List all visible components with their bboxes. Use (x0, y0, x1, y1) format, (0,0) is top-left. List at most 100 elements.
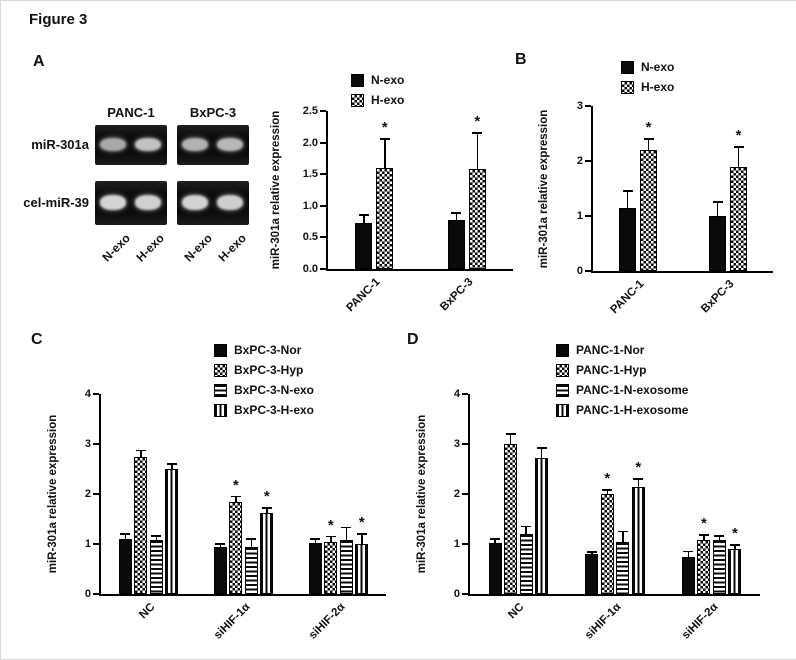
vstripe-pattern-swatch (556, 403, 569, 417)
error-bar-line (687, 551, 690, 557)
legend-label: H-exo (641, 80, 675, 94)
significance-asterisk: * (731, 525, 738, 542)
legend: N-exo H-exo (351, 73, 404, 107)
significance-asterisk: * (700, 515, 707, 532)
y-tick-label: 2 (576, 155, 583, 167)
error-bar-line (455, 213, 457, 220)
gel-row-label: cel-miR-39 (23, 195, 89, 210)
significance-asterisk: * (263, 488, 270, 505)
error-bar-cap (729, 544, 740, 546)
legend-label: BxPC-3-Hyp (234, 363, 304, 377)
y-tick-mark (462, 593, 468, 595)
error-bar-line (250, 539, 252, 547)
error-bar-cap (358, 214, 369, 216)
panel-label-b: B (515, 51, 527, 68)
error-bar-line (330, 536, 332, 542)
solid-pattern-swatch (556, 343, 569, 357)
error-bar-line (363, 215, 365, 224)
gel-image (95, 125, 167, 165)
error-bar-cap (536, 447, 547, 449)
y-tick-mark (462, 543, 468, 545)
bar (355, 544, 369, 594)
checker-pattern-swatch (214, 363, 227, 377)
bar (600, 494, 614, 594)
legend-label: N-exo (371, 73, 405, 87)
bar (535, 458, 549, 594)
figure-title: Figure 3 (29, 11, 88, 28)
y-tick-mark (320, 141, 326, 144)
y-tick-mark (320, 268, 326, 270)
error-bar-cap (166, 463, 177, 465)
checker-pattern-swatch (556, 363, 569, 377)
error-bar-cap (505, 433, 516, 435)
y-tick-label: 4 (84, 388, 91, 400)
error-bar-cap (356, 533, 367, 535)
y-tick-label: 1 (84, 538, 91, 550)
legend-item: H-exo (621, 80, 674, 94)
y-tick-label: 0 (453, 588, 460, 600)
gel-band (182, 138, 208, 151)
significance-asterisk: * (474, 113, 481, 131)
x-tick-label: NC (136, 601, 157, 622)
error-bar-line (637, 479, 639, 487)
vstripe-pattern-swatch (214, 403, 227, 417)
error-bar-cap (230, 495, 241, 497)
y-tick-label: 0.0 (302, 263, 318, 275)
error-bar-cap (325, 535, 336, 537)
error-bar-line (737, 147, 740, 167)
y-tick-mark (93, 593, 99, 595)
error-bar-cap (698, 534, 709, 536)
bar (244, 546, 258, 594)
error-bar-line (509, 434, 512, 444)
x-tick-label: siHIF-1α (211, 601, 252, 642)
error-bar-line (647, 139, 650, 150)
panel-label-c: C (31, 331, 43, 348)
error-bar-line (525, 526, 527, 534)
error-bar-cap (602, 489, 613, 491)
legend-label: PANC-1-N-exosome (576, 383, 689, 397)
plot-area: 0.0 0.5 1.0 1.5 2.0 2.5 PANC-1 * BxPC-3 * (303, 105, 513, 314)
bar (468, 169, 486, 269)
y-tick-mark (585, 270, 591, 272)
solid-pattern-swatch (621, 60, 634, 74)
error-bar-line (626, 191, 629, 208)
bar (728, 549, 742, 594)
y-tick-label: 2 (453, 488, 460, 500)
panel-label-d: D (407, 331, 419, 348)
error-bar-line (494, 539, 496, 543)
bar (488, 543, 502, 594)
bar (134, 456, 148, 594)
bar (149, 540, 163, 594)
y-tick-label: 4 (453, 388, 460, 400)
bar (339, 540, 353, 594)
y-tick-mark (585, 215, 591, 217)
legend-item: BxPC-3-N-exo (214, 383, 314, 397)
error-bar-cap (341, 526, 352, 528)
error-bar-line (155, 536, 157, 540)
chart-panel-c: miR-301a relative expression BxPC-3-Nor Bx… (39, 339, 399, 657)
significance-asterisk: * (645, 119, 652, 136)
y-tick-mark (320, 173, 326, 176)
x-tick-label: siHIF-1α (582, 601, 624, 642)
error-bar-cap (472, 132, 483, 134)
legend-label: BxPC-3-N-exo (234, 383, 315, 397)
bar (697, 540, 711, 594)
error-bar-line (384, 139, 386, 168)
error-bar-cap (586, 551, 597, 553)
y-tick-mark (320, 204, 326, 207)
bar (376, 167, 394, 269)
bar (619, 207, 636, 271)
bar (447, 219, 465, 269)
y-tick-label: 0 (576, 265, 583, 277)
error-bar-cap (683, 550, 694, 552)
y-tick-mark (320, 236, 326, 239)
error-bar-cap (712, 201, 723, 203)
y-tick-label: 1 (453, 538, 460, 550)
solid-pattern-swatch (214, 343, 227, 357)
error-bar-cap (617, 530, 628, 532)
y-tick-mark (93, 543, 99, 545)
y-tick-label: 2.0 (302, 136, 318, 149)
gel-column-label: PANC-1 (107, 105, 155, 120)
